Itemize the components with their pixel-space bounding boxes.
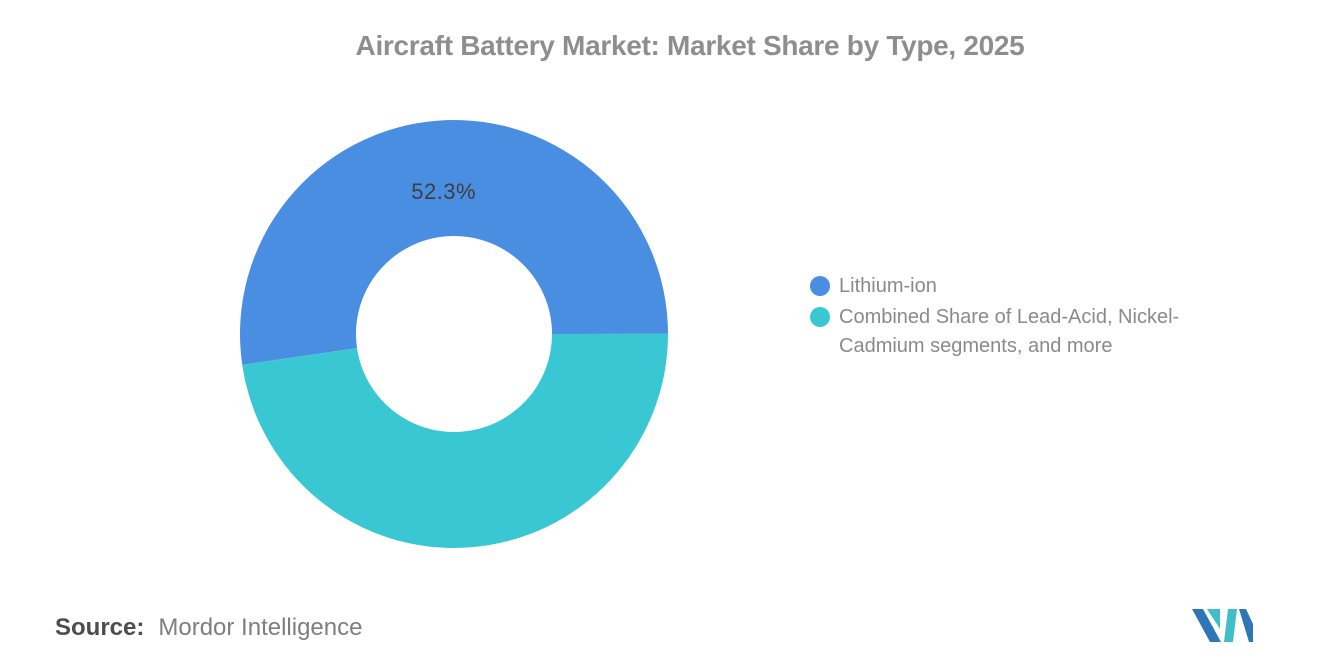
donut-slice-combined-share-of-lead-acid-nickel-cadmium-segments-and-more	[242, 333, 668, 548]
logo-top-teal-triangle	[1207, 609, 1220, 629]
legend-label-lithium-ion: Lithium-ion	[839, 275, 937, 297]
logo-left-blue-stroke	[1192, 609, 1221, 642]
donut-slice-lithium-ion	[239, 119, 668, 365]
chart-legend: Lithium-ion Combined Share of Lead-Acid,…	[810, 272, 1224, 361]
legend-label-combined-share: Combined Share of Lead-Acid, Nickel-Cadm…	[839, 306, 1180, 357]
logo-right-blue-stroke	[1239, 609, 1253, 642]
chart-title: Aircraft Battery Market: Market Share by…	[355, 30, 1025, 61]
source-label: Source:	[55, 614, 145, 641]
slice-value-label: 52.3%	[411, 179, 477, 205]
legend-marker-combined-share	[810, 307, 830, 327]
logo-teal-band	[1224, 609, 1237, 642]
source-name: Mordor Intelligence	[158, 614, 363, 641]
legend-item-combined-share: Combined Share of Lead-Acid, Nickel-Cadm…	[810, 303, 1224, 361]
mordor-intelligence-logo	[1192, 609, 1253, 642]
legend-item-lithium-ion: Lithium-ion	[810, 272, 1224, 301]
source-row: Source: Mordor Intelligence	[55, 614, 362, 642]
legend-marker-lithium-ion	[810, 276, 830, 296]
